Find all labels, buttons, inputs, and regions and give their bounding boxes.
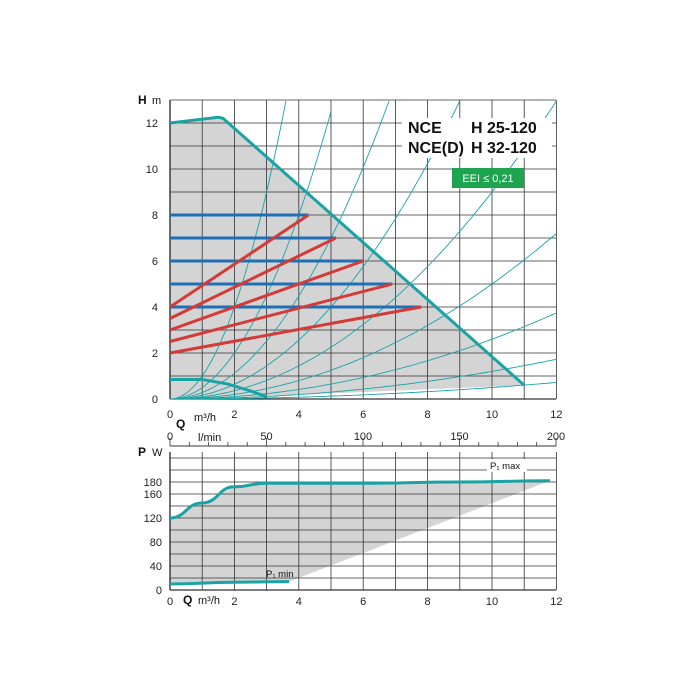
lmin-tick-label: 200: [547, 431, 565, 443]
power-flow-axis-label: Q: [183, 593, 192, 607]
head-tick-label: 4: [152, 302, 158, 314]
model-size-2: H 32-120: [471, 140, 537, 157]
head-tick-label: 10: [146, 164, 158, 176]
p1-max-label-background: [487, 459, 527, 472]
flow-tick-label: 0: [167, 409, 173, 421]
lmin-tick-label: 100: [354, 431, 372, 443]
proportional-pressure-line: [169, 236, 337, 320]
model-name-1: NCE: [408, 120, 442, 137]
p1-min-label: P₁ min: [266, 569, 294, 580]
power-flow-axis-ticks: 0 2 4 6 8 10 12: [167, 596, 563, 608]
power-tick-label: 120: [144, 513, 162, 525]
max-speed-curve: [169, 115, 526, 387]
operating-area-shade: [170, 117, 525, 398]
power-tick-label: 0: [156, 585, 162, 597]
system-curve: [170, 381, 557, 400]
head-tick-label: 0: [152, 394, 158, 406]
flow-axis-ticks: 0 2 4 6 8 10 12: [167, 409, 563, 421]
flow-lmin-ticks: 0 50 100 150 200: [167, 431, 565, 447]
power-tick-label: 160: [144, 489, 162, 501]
power-flow-tick-label: 12: [550, 596, 562, 608]
system-curve: [170, 100, 461, 400]
power-max-curve: [169, 479, 550, 520]
flow-tick-label: 4: [296, 409, 302, 421]
head-axis-label: H: [138, 93, 147, 107]
proportional-pressure-lines: [169, 213, 422, 355]
power-tick-label: 180: [144, 477, 162, 489]
flow-tick-label: 6: [360, 409, 366, 421]
flow-lmin-axis-unit: l/min: [198, 432, 221, 444]
power-flow-tick-label: 8: [425, 596, 431, 608]
system-curve: [169, 111, 332, 400]
flow-tick-label: 10: [486, 409, 498, 421]
flow-tick-label: 2: [231, 409, 237, 421]
power-chart-grid: [169, 452, 557, 591]
head-axis-ticks: 0 2 4 6 8 10 12: [146, 118, 158, 406]
power-flow-axis-unit: m³/h: [198, 595, 220, 607]
head-tick-label: 8: [152, 210, 158, 222]
head-tick-label: 2: [152, 348, 158, 360]
system-curve: [170, 100, 557, 400]
power-flow-tick-label: 0: [167, 596, 173, 608]
proportional-pressure-line: [169, 259, 364, 332]
head-tick-label: 12: [146, 118, 158, 130]
power-flow-tick-label: 10: [486, 596, 498, 608]
power-tick-label: 80: [150, 537, 162, 549]
power-axis-unit: W: [152, 447, 163, 459]
power-axis-label: P: [138, 445, 146, 459]
power-tick-label: 40: [150, 561, 162, 573]
model-size-1: H 25-120: [471, 120, 537, 137]
p1-max-label: P₁ max: [490, 461, 520, 472]
system-curve: [170, 312, 557, 400]
model-name-2: NCE(D): [408, 140, 464, 157]
flow-tick-label: 12: [550, 409, 562, 421]
power-flow-tick-label: 6: [360, 596, 366, 608]
proportional-pressure-line: [169, 282, 393, 343]
system-curve: [170, 233, 557, 400]
lmin-tick-label: 0: [167, 431, 173, 443]
proportional-pressure-line: [169, 213, 310, 309]
power-flow-tick-label: 2: [231, 596, 237, 608]
system-curve: [170, 358, 557, 400]
head-axis-unit: m: [152, 95, 161, 107]
power-area-shade: [170, 480, 550, 584]
system-curve: [169, 101, 390, 400]
head-flow-chart: 0 2 4 6 8 10 12 0 2 4 6 8 10 12 H m m³/h Q NCE H 25-…: [138, 93, 563, 431]
lmin-tick-label: 150: [450, 431, 468, 443]
min-speed-curve: [170, 377, 268, 399]
flow-axis-label: Q: [176, 417, 185, 431]
power-min-curve: [169, 580, 290, 586]
flow-tick-label: 8: [425, 409, 431, 421]
flow-lmin-axis: l/min 0 50 100 150 200: [167, 431, 565, 447]
head-tick-label: 6: [152, 256, 158, 268]
power-flow-tick-label: 4: [296, 596, 302, 608]
system-curves: [169, 100, 557, 400]
eei-badge: [452, 168, 524, 188]
proportional-pressure-line: [169, 305, 422, 355]
system-curve: [169, 100, 287, 400]
model-label-background: [402, 118, 552, 158]
lmin-tick-label: 50: [260, 431, 272, 443]
flow-axis-unit: m³/h: [194, 412, 216, 424]
eei-badge-text: EEI ≤ 0,21: [462, 173, 513, 185]
